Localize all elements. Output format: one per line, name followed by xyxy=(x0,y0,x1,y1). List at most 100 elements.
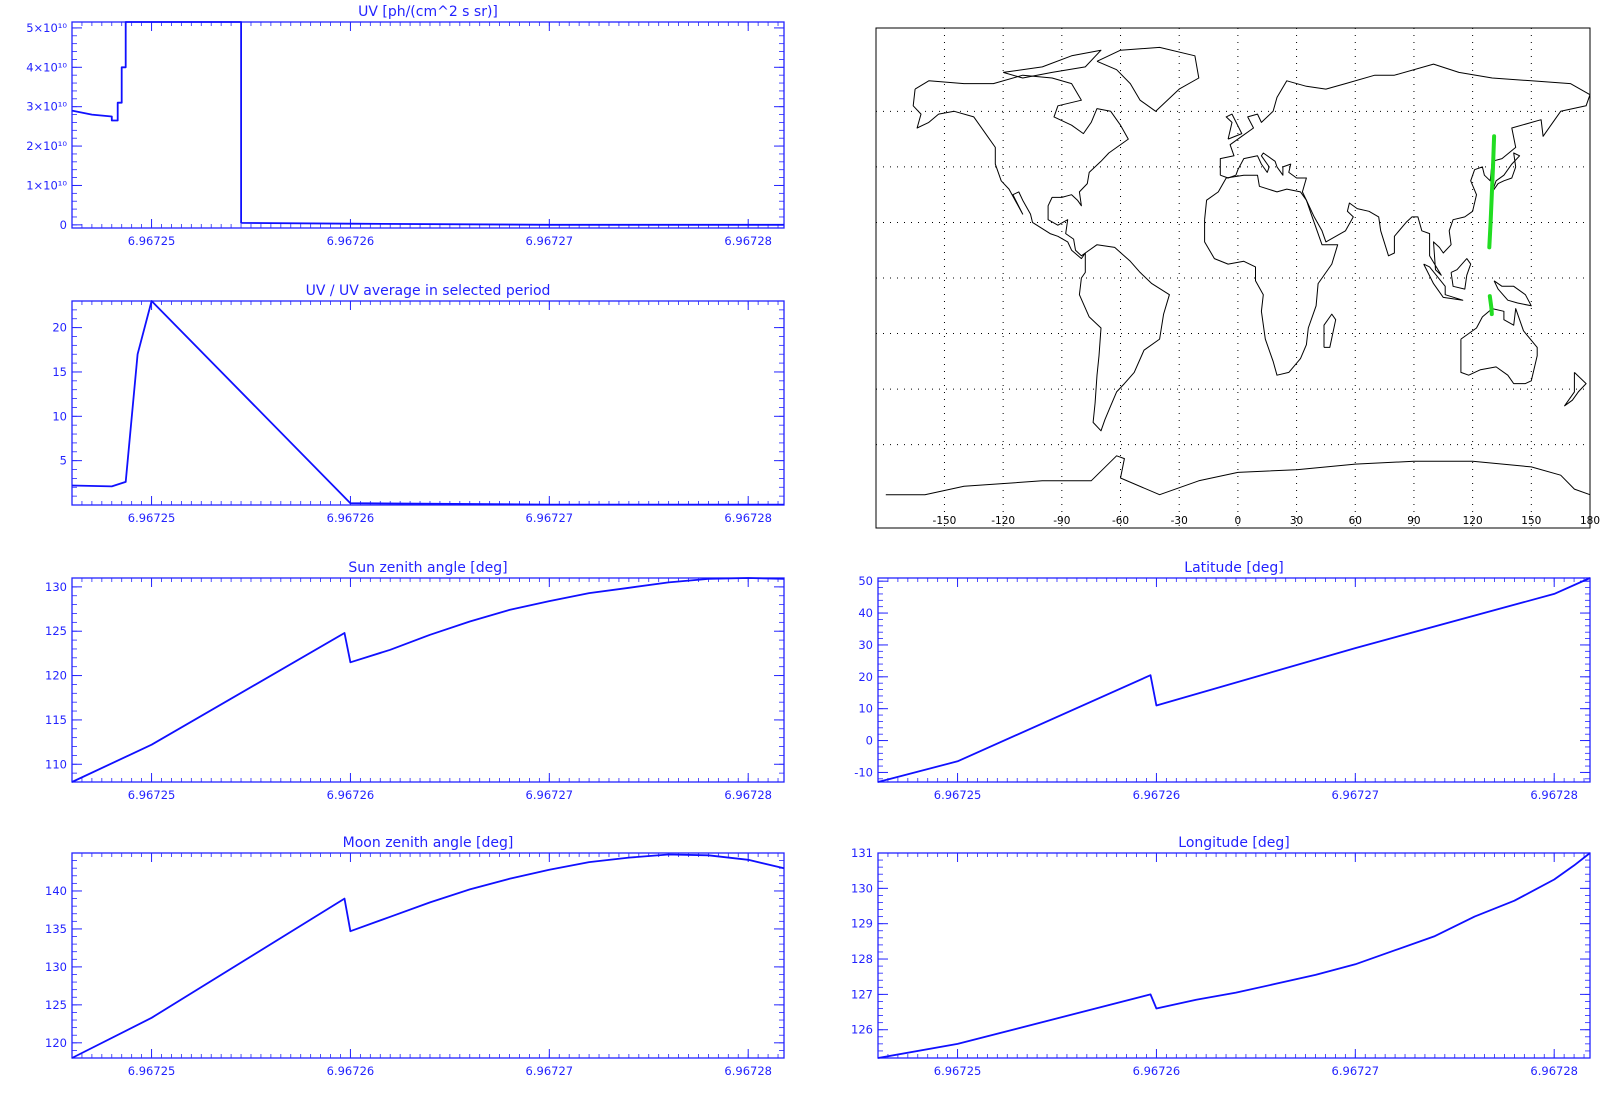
sun-zenith-x-tick-label: 6.96727 xyxy=(526,788,574,802)
sun-zenith-x-tick-label: 6.96726 xyxy=(327,788,375,802)
uv-y-tick-label: 1×10¹⁰ xyxy=(26,178,67,192)
longitude-y-tick-label: 126 xyxy=(851,1023,873,1037)
uv-plot-frame xyxy=(71,21,785,229)
uv-ratio-x-tick-label: 6.96726 xyxy=(327,511,375,525)
uv-y-tick-label: 2×10¹⁰ xyxy=(26,139,67,153)
sun-zenith-series-line xyxy=(71,577,785,783)
uv-series-line xyxy=(71,21,784,226)
latitude-panel: Latitude [deg] 6.96725 6.96726 6.96727 6.967… xyxy=(854,560,1591,802)
uv-ratio-x-tick-label: 6.96725 xyxy=(128,511,176,525)
uv-ratio-title: UV / UV average in selected period xyxy=(306,283,551,299)
uv-x-tick-label: 6.96728 xyxy=(724,234,772,248)
sun-zenith-y-tick-label: 110 xyxy=(45,757,67,771)
latitude-series-line xyxy=(877,577,1591,783)
coastline xyxy=(1003,49,1102,79)
map-longitude-tick-label: -30 xyxy=(1171,515,1188,527)
moon-zenith-title: Moon zenith angle [deg] xyxy=(343,835,514,851)
sun-zenith-x-tick-label: 6.96725 xyxy=(128,788,176,802)
moon-zenith-y-tick-label: 135 xyxy=(45,922,67,936)
map-longitude-tick-label: 120 xyxy=(1463,515,1483,527)
map-longitude-tick-label: -120 xyxy=(991,515,1015,527)
sun-zenith-plot-frame xyxy=(71,577,785,783)
coastline xyxy=(1219,63,1591,276)
longitude-title: Longitude [deg] xyxy=(1178,835,1289,851)
latitude-y-tick-label: 30 xyxy=(858,638,873,652)
uv-ratio-y-tick-label: 20 xyxy=(52,321,67,335)
sun-zenith-y-tick-label: 115 xyxy=(45,713,67,727)
uv-y-tick-label: 3×10¹⁰ xyxy=(26,100,67,114)
longitude-y-tick-label: 130 xyxy=(851,881,873,895)
longitude-x-tick-label: 6.96727 xyxy=(1332,1064,1380,1078)
moon-zenith-panel: Moon zenith angle [deg] 6.96725 6.96726 6.9… xyxy=(45,835,785,1078)
sun-zenith-title: Sun zenith angle [deg] xyxy=(348,560,507,576)
latitude-y-tick-label: 50 xyxy=(858,574,873,588)
sun-zenith-x-tick-label: 6.96728 xyxy=(724,788,772,802)
map-longitude-tick-label: 180 xyxy=(1580,515,1600,527)
uv-x-tick-label: 6.96726 xyxy=(327,234,375,248)
uv-panel: UV [ph/(cm^2 s sr)] 6.96725 6.96726 6.96727… xyxy=(26,4,785,248)
latitude-plot-frame xyxy=(877,577,1591,783)
ground-track-line xyxy=(1487,294,1494,317)
coastline xyxy=(1450,258,1472,290)
coastline xyxy=(885,455,1591,496)
latitude-x-tick-label: 6.96727 xyxy=(1332,788,1380,802)
latitude-x-tick-label: 6.96726 xyxy=(1133,788,1181,802)
moon-zenith-y-tick-label: 125 xyxy=(45,998,67,1012)
latitude-y-tick-label: 40 xyxy=(858,606,873,620)
map-longitude-tick-label: 0 xyxy=(1235,515,1242,527)
latitude-y-tick-label: 0 xyxy=(866,734,873,748)
moon-zenith-y-tick-label: 140 xyxy=(45,884,67,898)
coastline xyxy=(1078,244,1170,432)
longitude-y-tick-label: 129 xyxy=(851,917,873,931)
map-longitude-tick-label: 30 xyxy=(1290,515,1303,527)
moon-zenith-plot-frame xyxy=(71,852,785,1059)
latitude-x-tick-label: 6.96725 xyxy=(934,788,982,802)
coastline xyxy=(1491,152,1521,193)
moon-zenith-series-line xyxy=(71,853,785,1059)
uv-y-tick-label: 0 xyxy=(60,218,67,232)
uv-ratio-plot-frame xyxy=(71,300,785,506)
sun-zenith-panel: Sun zenith angle [deg] 6.96725 6.96726 6.96… xyxy=(45,560,785,802)
uv-ratio-y-tick-label: 5 xyxy=(60,454,67,468)
longitude-x-tick-label: 6.96726 xyxy=(1133,1064,1181,1078)
longitude-plot-frame xyxy=(877,852,1591,1059)
moon-zenith-y-tick-label: 120 xyxy=(45,1036,67,1050)
uv-ratio-panel: UV / UV average in selected period 6.9672… xyxy=(52,283,785,525)
coastline xyxy=(1225,113,1243,140)
uv-x-tick-label: 6.96727 xyxy=(526,234,574,248)
moon-zenith-x-tick-label: 6.96725 xyxy=(128,1064,176,1078)
ground-track-map: -150 -120 -90 -60 -30 0 30 60 90 120 150 180 xyxy=(875,27,1600,529)
uv-ratio-y-tick-label: 10 xyxy=(52,409,67,423)
sun-zenith-y-tick-label: 130 xyxy=(45,580,67,594)
uv-y-tick-label: 5×10¹⁰ xyxy=(26,21,67,35)
coastline xyxy=(1323,313,1337,348)
uv-ratio-x-tick-label: 6.96727 xyxy=(526,511,574,525)
sun-zenith-y-tick-label: 125 xyxy=(45,624,67,638)
coastline xyxy=(1460,308,1538,385)
map-longitude-tick-label: 90 xyxy=(1407,515,1420,527)
map-longitude-tick-label: -90 xyxy=(1053,515,1070,527)
uv-x-tick-label: 6.96725 xyxy=(128,234,176,248)
moon-zenith-x-tick-label: 6.96727 xyxy=(526,1064,574,1078)
ground-track-line xyxy=(1487,134,1497,250)
latitude-title: Latitude [deg] xyxy=(1184,560,1283,576)
longitude-x-tick-label: 6.96728 xyxy=(1530,1064,1578,1078)
uv-ratio-x-tick-label: 6.96728 xyxy=(724,511,772,525)
map-longitude-tick-label: 60 xyxy=(1349,515,1362,527)
moon-zenith-x-tick-label: 6.96728 xyxy=(724,1064,772,1078)
latitude-x-tick-label: 6.96728 xyxy=(1530,788,1578,802)
uv-ratio-series-line xyxy=(71,300,784,506)
coastline xyxy=(1096,46,1200,112)
coastline xyxy=(1493,280,1532,307)
longitude-y-tick-label: 127 xyxy=(851,987,873,1001)
uv-title: UV [ph/(cm^2 s sr)] xyxy=(358,4,498,20)
uv-y-tick-label: 4×10¹⁰ xyxy=(26,60,67,74)
map-longitude-tick-label: -60 xyxy=(1112,515,1129,527)
longitude-series-line xyxy=(877,852,1591,1059)
map-longitude-tick-label: -150 xyxy=(933,515,957,527)
longitude-panel: Longitude [deg] 6.96725 6.96726 6.96727 6.96… xyxy=(851,835,1591,1078)
moon-zenith-x-tick-label: 6.96726 xyxy=(327,1064,375,1078)
coastline xyxy=(1564,372,1587,407)
latitude-y-tick-label: -10 xyxy=(854,765,873,779)
